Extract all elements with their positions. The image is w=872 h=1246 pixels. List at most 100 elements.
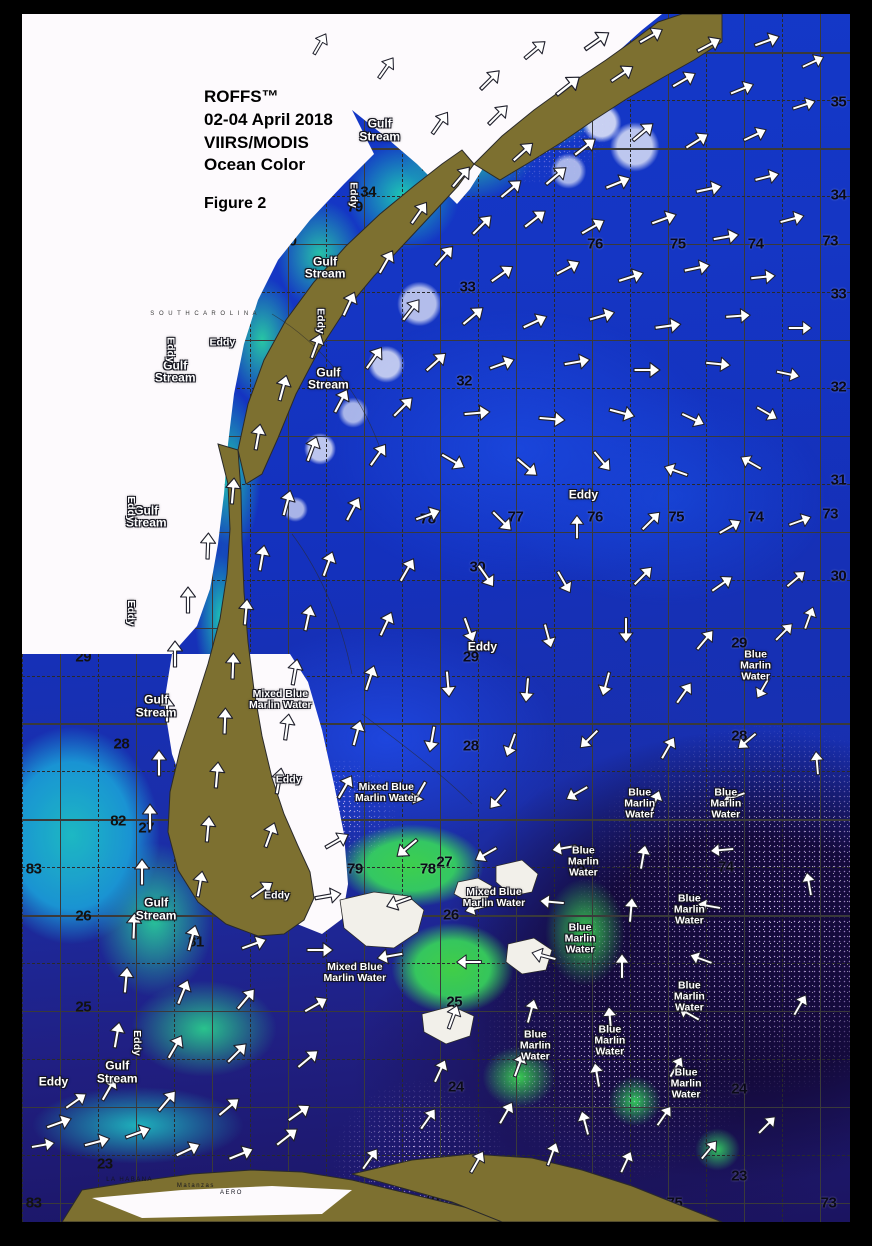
current-arrow	[290, 1042, 325, 1076]
grid-tick-label: 34	[830, 186, 847, 204]
grid-tick-label: 81	[188, 505, 204, 523]
current-arrow	[749, 672, 778, 704]
grid-tick-label: 27	[436, 853, 453, 871]
current-arrow	[223, 651, 243, 682]
grid-tick-label: 32	[456, 372, 472, 390]
current-arrow	[613, 952, 631, 981]
current-arrow	[536, 408, 568, 430]
current-arrow	[632, 361, 662, 380]
sensor-line: VIIRS/MODIS	[204, 132, 309, 152]
grid-line-parallel	[22, 867, 850, 869]
grid-tick-label: 30	[144, 558, 161, 576]
current-arrow	[660, 457, 693, 484]
grid-tick-label: 31	[144, 462, 161, 480]
current-arrow	[305, 941, 335, 960]
grid-line-parallel	[22, 579, 850, 581]
map-place-label: LA HABANA	[106, 1176, 154, 1183]
grid-line-meridian	[477, 14, 479, 1222]
current-arrow	[718, 784, 750, 810]
grid-tick-label: 78	[419, 860, 436, 878]
current-arrow	[206, 759, 228, 791]
current-arrow	[275, 711, 298, 743]
current-arrow	[518, 307, 553, 337]
current-arrow	[282, 1097, 317, 1130]
grid-tick-label: 23	[448, 1157, 464, 1175]
current-arrow	[680, 255, 713, 280]
grid-tick-label: 79	[347, 1194, 363, 1212]
current-arrow	[551, 252, 586, 283]
current-arrow	[632, 841, 655, 872]
grid-tick-label: 29	[75, 648, 92, 666]
current-arrow	[713, 512, 747, 542]
coordinate-grid	[22, 14, 850, 1222]
grid-tick-label: 83	[25, 860, 42, 878]
current-arrow	[356, 661, 383, 695]
grid-line-parallel	[22, 196, 850, 198]
grid-tick-label: 82	[111, 232, 128, 250]
grid-tick-label: 76	[585, 1194, 602, 1212]
grid-tick-label: 76	[587, 235, 603, 253]
grid-line-meridian	[591, 14, 594, 1222]
map-place-label: S O U T H C A R O L I N A	[150, 310, 259, 317]
grid-tick-label: 28	[462, 737, 479, 755]
grid-line-parallel	[22, 1011, 850, 1013]
grid-tick-label: 24	[731, 1080, 747, 1098]
current-arrow	[518, 203, 553, 236]
current-arrow	[751, 398, 783, 427]
current-arrow	[149, 748, 168, 778]
grid-tick-label: 81	[197, 679, 214, 697]
grid-tick-label: 29	[731, 634, 747, 652]
grid-tick-label: 28	[113, 735, 130, 753]
current-arrow	[568, 514, 586, 541]
grid-line-parallel	[22, 531, 850, 534]
grid-line-meridian	[629, 14, 631, 1222]
grid-line-meridian	[781, 14, 783, 1222]
current-arrow	[707, 840, 736, 860]
grid-line-meridian	[743, 14, 746, 1222]
current-arrow	[141, 802, 160, 832]
grid-line-parallel	[22, 819, 850, 821]
current-arrow	[133, 857, 152, 887]
grid-tick-label: 80	[274, 1196, 290, 1214]
current-arrow	[166, 639, 185, 669]
grid-tick-label: 75	[666, 1194, 683, 1212]
grid-tick-label: 33	[830, 285, 847, 303]
current-arrow	[491, 1096, 521, 1130]
current-arrow	[42, 1109, 77, 1137]
grid-tick-label: 76	[568, 858, 585, 876]
grid-line-meridian	[515, 14, 518, 1222]
current-arrow	[768, 617, 800, 649]
grid-tick-label: 32	[144, 370, 161, 388]
grid-line-parallel	[22, 387, 850, 389]
grid-line-meridian	[819, 14, 821, 1222]
current-arrow	[549, 836, 580, 859]
current-arrow	[178, 585, 197, 615]
current-arrow	[786, 988, 815, 1020]
grid-tick-label: 81	[196, 232, 212, 250]
current-arrow	[617, 616, 635, 645]
grid-line-parallel	[22, 435, 850, 438]
grid-line-parallel	[22, 292, 850, 294]
current-arrow	[80, 1129, 114, 1155]
current-arrow	[469, 838, 503, 868]
current-arrow	[685, 946, 717, 972]
grid-line-parallel	[22, 1154, 850, 1156]
grid-tick-label: 34	[360, 183, 376, 201]
map-place-label: Matanzas	[176, 1182, 215, 1189]
map-place-label: AERO	[219, 1190, 243, 1196]
current-arrow	[560, 778, 594, 808]
grid-line-parallel	[22, 1059, 850, 1061]
current-arrow	[734, 449, 766, 478]
current-arrow	[726, 75, 759, 103]
current-arrow	[730, 726, 762, 757]
current-arrow	[462, 402, 494, 424]
current-arrow	[537, 892, 567, 913]
grid-tick-label: 26	[75, 907, 92, 925]
grid-tick-label: 25	[75, 998, 92, 1016]
current-arrow	[748, 267, 778, 288]
ocean-color-map[interactable]: 83 82 81 80 79 78 77 76 75 74 73 35 35 34 34 33 33 33 32 32…	[22, 14, 850, 1222]
current-arrow	[121, 1119, 156, 1147]
grid-line-parallel	[22, 148, 850, 150]
current-arrow	[750, 27, 785, 55]
